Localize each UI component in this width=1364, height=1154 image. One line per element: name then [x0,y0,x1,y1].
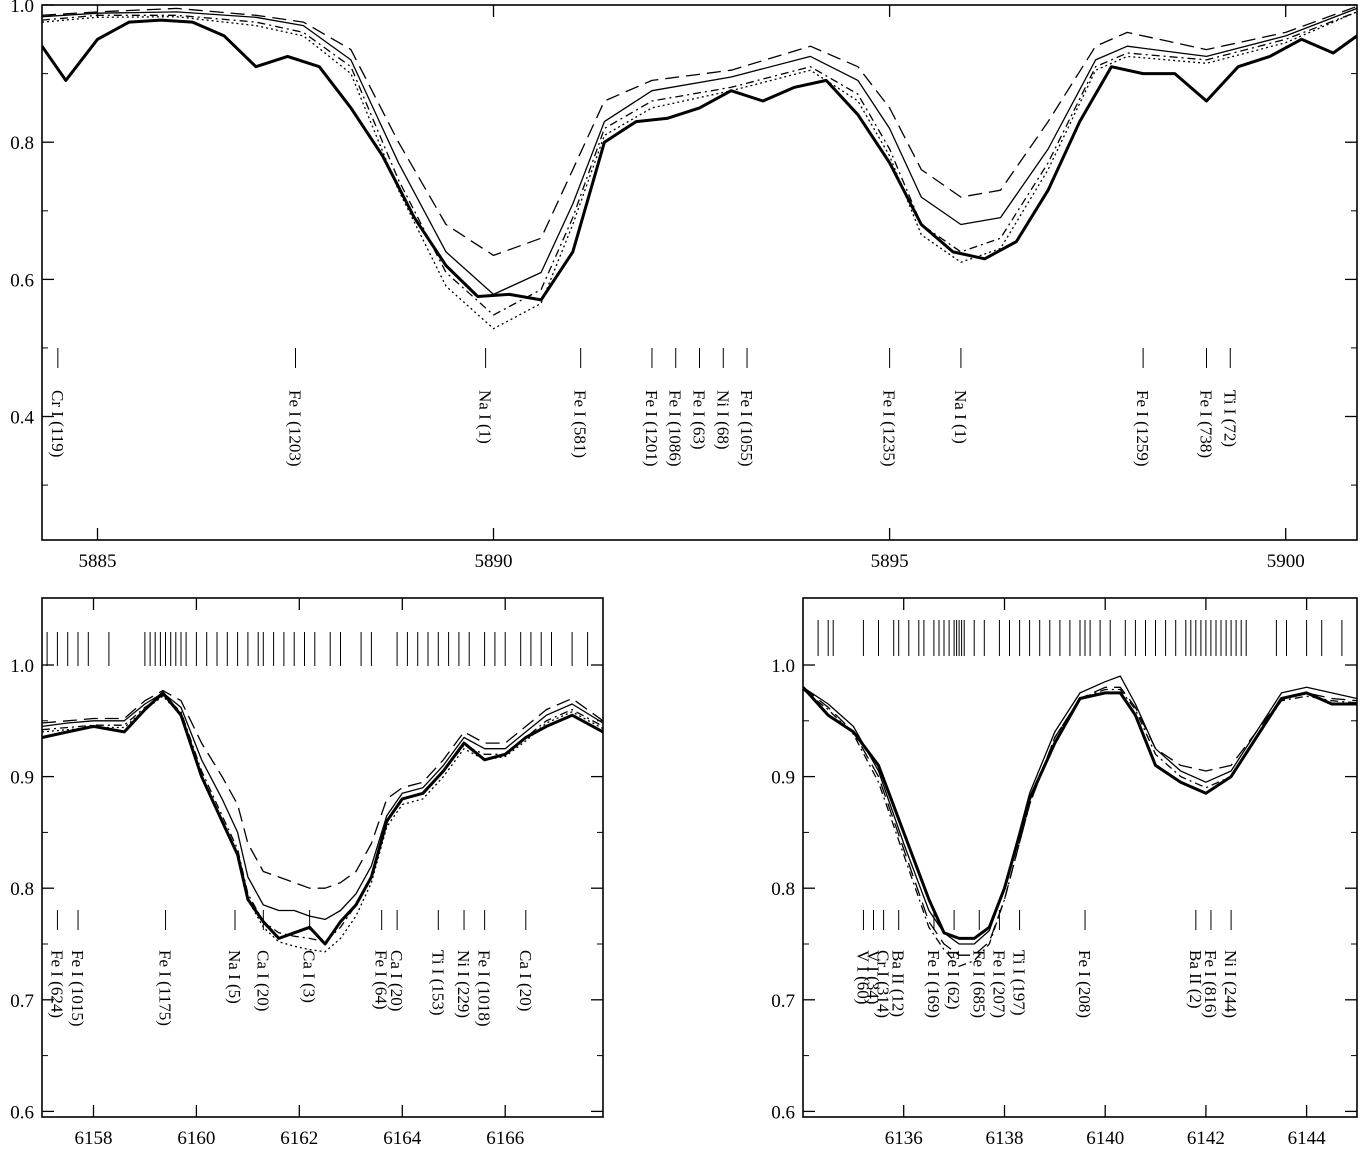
series-thin-solid-line [42,692,603,921]
series-dash-dot-line [42,11,1357,316]
x-tick-label: 6136 [885,1128,923,1149]
line-id-label: Fe I (207) [989,950,1008,1018]
line-id-label: Fe I (816) [1201,950,1220,1018]
line-id-label: Ca I (20) [387,950,406,1011]
line-id-label: Ni I (244) [1221,950,1240,1018]
line-id-label: Fe I (208) [1075,950,1094,1018]
line-id-label: Na I (1) [476,390,495,444]
line-id-label: V I (34) [864,950,883,1004]
line-id-label: Na I (1) [951,390,970,444]
line-id-label: Ti I (72) [1220,390,1239,447]
line-id-label: Cr I (314) [874,950,893,1018]
line-id-label: Fe I (685) [969,950,988,1018]
line-id-label: Fe I (63) [690,390,709,449]
panel-bottom-right-6140: V I (60)V I (34)Cr I (314)Ba II (12) Fe I… [771,597,1358,1149]
x-tick-label: 6160 [177,1128,215,1149]
line-id-label: Fe I (1201) [642,390,661,466]
line-id-label: Ba II (12) [889,950,908,1017]
y-tick-label: 0.7 [10,991,34,1012]
x-tick-label: 5895 [871,551,909,572]
line-id-label: Fe I (1086) [666,390,685,466]
series-thick-solid-line [42,691,603,946]
y-tick-label: 1.0 [771,656,795,677]
y-tick-label: 0.8 [771,879,795,900]
series-thin-solid-line [42,7,1357,296]
line-id-label: Fe I (1203) [286,390,305,466]
series-dash-dot-line [803,688,1357,967]
line-id-label: Ca I (20) [516,950,535,1011]
line-id-label: Fe I (1018) [475,950,494,1026]
series-thin-solid-line [803,675,1357,945]
line-id-label: Ni I (68) [713,390,732,449]
x-tick-label: 6158 [75,1128,113,1149]
series-long-dash-line [42,689,603,889]
series-dash-dot-line [42,694,603,943]
line-id-label: Fe I (581) [571,390,590,458]
line-id-label: Na I (5) [225,950,244,1004]
plot-frame [41,4,1358,541]
y-tick-label: 0.6 [771,1102,795,1123]
x-tick-label: 6138 [986,1128,1024,1149]
line-id-label: Ti I (197) [1010,950,1029,1016]
line-id-label: Fe I (62) [944,950,963,1009]
line-id-label: Ba II (2) [1186,950,1205,1009]
line-id-label: Fe I (169) [924,950,943,1018]
plot-frame [41,597,604,1118]
line-id-label: Fe I (1235) [880,390,899,466]
x-tick-label: 6140 [1086,1128,1124,1149]
line-id-label: Fe I (64) [372,950,391,1009]
panel-top-na-d-lines: Cr I (119) Fe I (1203) Na I (1) Fe I (581) F… [10,0,1358,572]
y-tick-label: 0.8 [10,879,34,900]
y-tick-label: 0.9 [10,768,34,789]
series-thick-solid-line [42,18,1357,302]
line-id-label: Ca I (20) [253,950,272,1011]
series-long-dash-line [803,686,1357,956]
x-tick-label: 6142 [1187,1128,1225,1149]
y-tick-label: 0.7 [771,991,795,1012]
y-tick-label: 0.9 [771,768,795,789]
x-tick-label: 6162 [280,1128,318,1149]
line-id-label: Cr I (119) [48,390,67,457]
x-tick-label: 6166 [486,1128,524,1149]
line-id-label: Ca I (3) [300,950,319,1003]
x-tick-label: 5900 [1267,551,1305,572]
y-tick-label: 1.0 [10,0,34,17]
y-tick-label: 0.8 [10,133,34,154]
x-tick-label: 5885 [79,551,117,572]
x-tick-label: 6164 [383,1128,422,1149]
line-id-label: Ni I (229) [454,950,473,1018]
line-id-label: Fe I (1055) [737,390,756,466]
line-id-label: Fe I (1175) [156,950,175,1026]
y-tick-label: 0.6 [10,270,34,291]
series-long-dash-line [42,5,1357,257]
y-tick-label: 0.6 [10,1102,34,1123]
panel-bottom-left-6162: Fe I (624) Fe I (1015) Fe I (1175) Na I (5)… [10,597,604,1149]
series-thick-solid-line [803,686,1357,940]
series-dotted-line [42,695,603,953]
line-id-label: Ti I (153) [428,950,447,1016]
y-tick-label: 0.4 [10,408,34,429]
series-dotted-line [42,11,1357,330]
line-id-label: Fe I (624) [47,950,66,1018]
line-id-label: V I (60) [853,950,872,1004]
line-id-label: Fe I (1015) [68,950,87,1026]
line-id-label: Fe I (738) [1197,390,1216,458]
line-id-label: Fe I (1259) [1133,390,1152,466]
y-tick-label: 1.0 [10,656,34,677]
x-tick-label: 6144 [1288,1128,1327,1149]
plot-frame [802,597,1358,1118]
x-tick-label: 5890 [475,551,513,572]
